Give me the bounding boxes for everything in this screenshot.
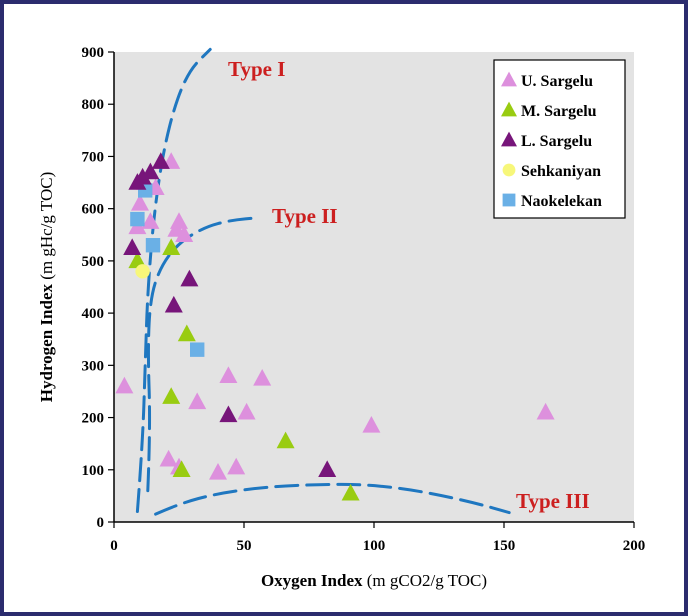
y-tick-label: 500 bbox=[82, 254, 105, 270]
data-point-u-sargelu bbox=[159, 449, 178, 467]
y-axis-title: Hydrogen Index (m gHc/g TOC) bbox=[37, 172, 56, 402]
y-tick-label: 700 bbox=[82, 149, 105, 165]
data-point-l-sargelu bbox=[219, 405, 238, 423]
data-point-u-sargelu bbox=[170, 212, 188, 229]
data-point-l-sargelu bbox=[123, 238, 142, 256]
data-point-l-sargelu bbox=[180, 269, 199, 287]
data-point-u-sargelu bbox=[536, 402, 555, 420]
data-point-u-sargelu bbox=[115, 376, 134, 394]
axes bbox=[108, 51, 635, 528]
data-point-u-sargelu bbox=[253, 368, 272, 386]
data-point-u-sargelu bbox=[188, 392, 207, 410]
data-point-l-sargelu bbox=[318, 460, 337, 477]
y-axis-label: Hydrogen Index bbox=[37, 284, 56, 403]
x-tick-label: 0 bbox=[110, 538, 118, 554]
y-tick-label: 0 bbox=[97, 515, 105, 531]
legend-label: U. Sargelu bbox=[521, 73, 593, 90]
data-point-u-sargelu bbox=[219, 366, 238, 383]
data-point-m-sargelu bbox=[177, 324, 196, 342]
data-point-u-sargelu bbox=[362, 415, 381, 433]
data-point-sehkaniyan bbox=[135, 264, 150, 279]
x-axis-title: Oxygen Index (m gCO2/g TOC) bbox=[261, 571, 487, 590]
kerogen-line-type-ii bbox=[146, 216, 262, 493]
data-point-l-sargelu bbox=[164, 295, 183, 313]
legend-marker bbox=[501, 101, 517, 117]
data-point-u-sargelu bbox=[175, 225, 194, 242]
data-point-l-sargelu bbox=[151, 152, 170, 169]
y-tick-label: 100 bbox=[82, 463, 105, 479]
data-points bbox=[115, 152, 555, 501]
x-tick-label: 150 bbox=[493, 538, 516, 554]
type-iii-label: Type III bbox=[516, 489, 590, 513]
data-point-naokelekan bbox=[145, 238, 161, 253]
legend-label: M. Sargelu bbox=[521, 103, 597, 120]
data-point-u-sargelu bbox=[237, 402, 256, 420]
data-point-m-sargelu bbox=[341, 483, 360, 501]
y-tick-label: 800 bbox=[82, 97, 105, 113]
data-point-u-sargelu bbox=[209, 462, 227, 480]
tick-labels: 0 100 200 300 400 500 600 700 800 900 0 50 100 150 200 bbox=[82, 45, 646, 554]
legend-label: L. Sargelu bbox=[521, 133, 592, 150]
data-point-m-sargelu bbox=[162, 387, 181, 404]
y-tick-label: 200 bbox=[82, 411, 105, 427]
legend-marker bbox=[502, 163, 516, 177]
kerogen-line-type-iii bbox=[154, 482, 511, 516]
y-tick-label: 300 bbox=[82, 358, 105, 374]
x-axis-label: Oxygen Index bbox=[261, 571, 363, 590]
type-i-label: Type I bbox=[228, 57, 285, 81]
data-point-m-sargelu bbox=[172, 460, 191, 477]
type-ii-label: Type II bbox=[272, 204, 338, 228]
data-point-m-sargelu bbox=[162, 238, 181, 256]
y-tick-label: 900 bbox=[82, 45, 105, 61]
x-tick-label: 50 bbox=[237, 538, 252, 554]
y-axis-unit: (m gHc/g TOC) bbox=[37, 172, 56, 280]
y-tick-label: 600 bbox=[82, 202, 105, 218]
legend-label: Sehkaniyan bbox=[521, 163, 601, 180]
data-point-l-sargelu bbox=[141, 162, 160, 180]
data-point-m-sargelu bbox=[276, 431, 295, 449]
x-axis-unit: (m gCO2/g TOC) bbox=[367, 571, 487, 590]
legend-marker bbox=[502, 193, 516, 207]
data-point-naokelekan bbox=[130, 211, 145, 227]
data-point-u-sargelu bbox=[141, 212, 160, 229]
data-point-u-sargelu bbox=[227, 457, 246, 475]
data-point-m-sargelu bbox=[128, 251, 147, 269]
data-point-l-sargelu bbox=[133, 167, 152, 185]
y-tick-label: 400 bbox=[82, 306, 105, 322]
legend-marker bbox=[501, 71, 517, 87]
data-point-naokelekan bbox=[190, 342, 205, 357]
data-point-u-sargelu bbox=[131, 193, 149, 211]
x-tick-label: 200 bbox=[623, 538, 646, 554]
legend-marker bbox=[501, 131, 517, 147]
legend-label: Naokelekan bbox=[521, 193, 602, 210]
x-tick-label: 100 bbox=[363, 538, 386, 554]
legend: U. Sargelu M. Sargelu L. Sargelu Sehkaniyan… bbox=[493, 59, 626, 219]
